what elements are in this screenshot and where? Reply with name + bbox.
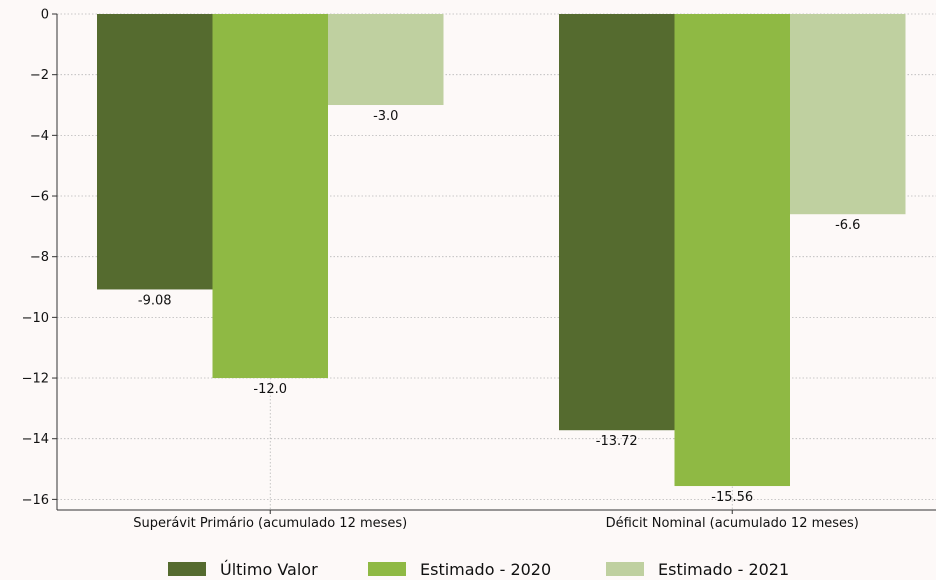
legend-swatch	[168, 562, 206, 576]
legend-label: Estimado - 2021	[658, 560, 789, 579]
bar	[559, 14, 675, 431]
bar-data-label: -9.08	[138, 293, 172, 308]
y-tick-label: −10	[22, 311, 49, 326]
y-tick-label: −12	[22, 372, 49, 387]
legend-swatch	[606, 562, 644, 576]
bar	[97, 14, 213, 290]
legend-label: Estimado - 2020	[420, 560, 551, 579]
bar-data-label: -6.6	[835, 218, 860, 233]
bar-data-label: -3.0	[373, 109, 398, 124]
legend: Último Valor Estimado - 2020 Estimado - 20…	[168, 560, 789, 579]
y-tick-label: −8	[30, 250, 49, 265]
bar	[212, 14, 328, 379]
legend-swatch	[368, 562, 406, 576]
bars	[97, 14, 906, 487]
bar	[674, 14, 790, 487]
legend-label: Último Valor	[220, 560, 318, 579]
bar	[790, 14, 906, 215]
y-tick-label: −2	[30, 68, 49, 83]
y-tick-label: −14	[22, 432, 49, 447]
y-tick-label: −4	[30, 129, 49, 144]
bar-data-label: -12.0	[253, 382, 287, 397]
bar-data-label: -15.56	[711, 490, 753, 505]
y-tick-label: −16	[22, 493, 49, 508]
y-tick-label: −6	[30, 190, 49, 205]
x-tick-label: Déficit Nominal (acumulado 12 meses)	[606, 516, 859, 531]
bar-data-label: -13.72	[596, 434, 638, 449]
x-tick-label: Superávit Primário (acumulado 12 meses)	[133, 516, 407, 531]
data-labels: -9.08 -13.72 -12.0 -15.56 -3.0 -6.6	[138, 109, 861, 505]
bar	[328, 14, 444, 106]
axes: 0 −2 −4 −6 −8 −10 −12 −14 −16 Superávit Primário …	[22, 8, 936, 531]
y-tick-label: 0	[41, 8, 49, 23]
